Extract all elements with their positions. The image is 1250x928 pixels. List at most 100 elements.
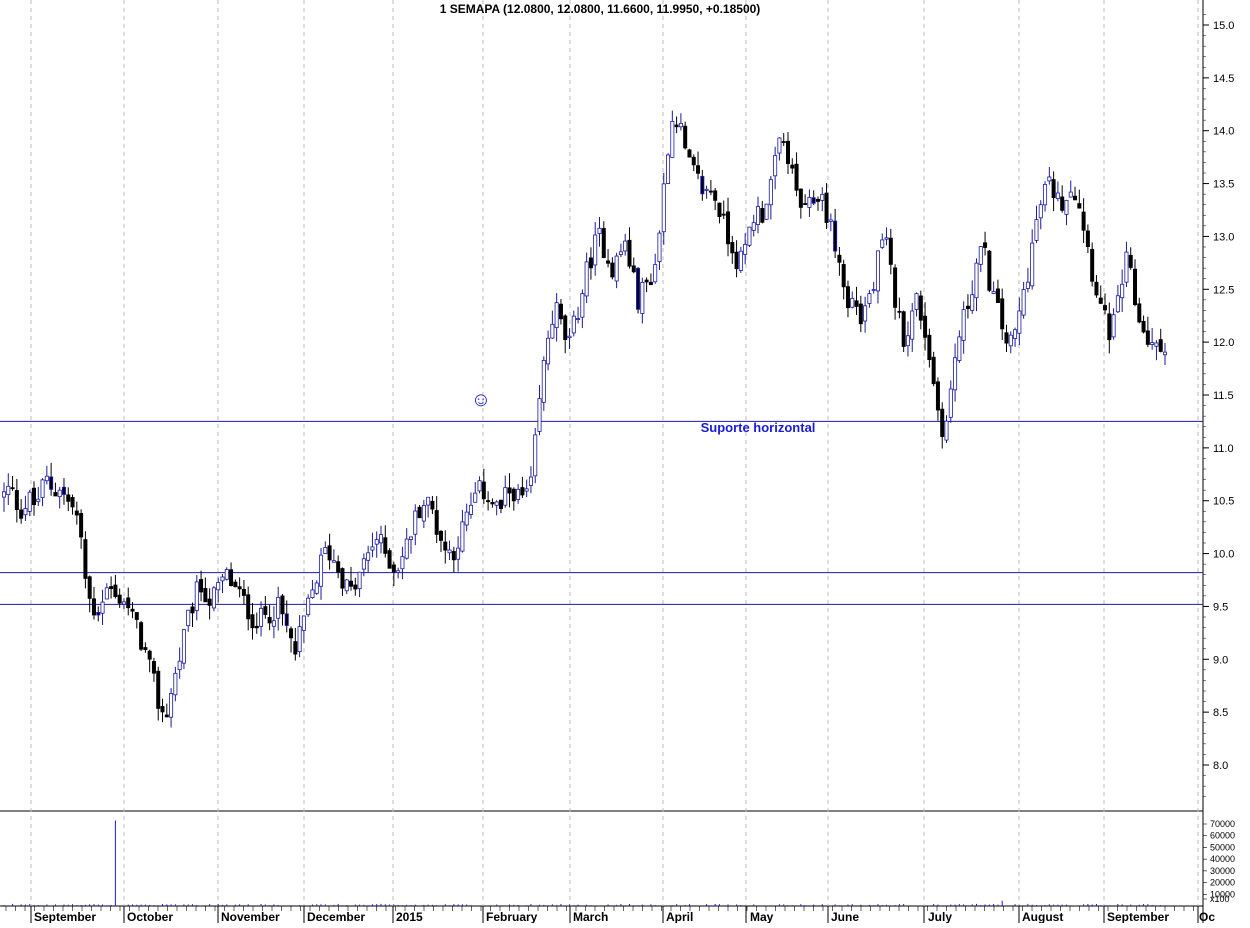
candle-body xyxy=(186,609,191,627)
candle-body xyxy=(336,561,341,573)
candle-body xyxy=(704,188,709,191)
candle-body xyxy=(289,628,294,639)
candle-body xyxy=(524,488,529,492)
candle-body xyxy=(1030,242,1035,287)
candle-body xyxy=(768,179,773,206)
candle-body xyxy=(297,626,302,653)
price-tick-label: 10.5 xyxy=(1213,496,1234,508)
candle-body xyxy=(623,240,628,252)
candle-body xyxy=(117,594,122,604)
candle-body xyxy=(344,579,349,592)
candle-body xyxy=(473,492,478,503)
candle-body xyxy=(751,222,756,231)
candle-body xyxy=(884,237,889,240)
candle-body xyxy=(734,251,739,270)
candle-body xyxy=(451,551,456,561)
month-axis: September October November December 2015 Febr… xyxy=(5,906,1215,924)
price-tick-label: 11.0 xyxy=(1213,443,1234,455)
candle-body xyxy=(1115,295,1120,313)
candle-body xyxy=(914,293,919,310)
candle-body xyxy=(910,310,915,340)
month-label: August xyxy=(1022,910,1063,923)
candle-body xyxy=(858,303,863,325)
candle-body xyxy=(1051,179,1056,199)
candle-body xyxy=(169,693,174,718)
price-tick-label: 9.5 xyxy=(1213,601,1228,613)
month-label: July xyxy=(928,910,952,923)
candle-body xyxy=(259,607,264,627)
candle-body xyxy=(486,500,491,503)
candle-body xyxy=(511,488,516,502)
candle-body xyxy=(580,293,585,318)
candle-body xyxy=(70,497,75,508)
candle-body xyxy=(100,601,105,614)
candle-body xyxy=(747,226,752,246)
candle-body xyxy=(584,261,589,297)
candle-body xyxy=(1103,305,1108,311)
candle-body xyxy=(888,237,893,265)
candle-body xyxy=(1085,230,1090,247)
candle-body xyxy=(974,262,979,299)
price-tick-label: 8.5 xyxy=(1213,707,1228,719)
candle-body xyxy=(558,303,563,320)
candle-body xyxy=(164,714,169,718)
candle-body xyxy=(391,564,396,573)
candle-body xyxy=(1073,195,1078,201)
candle-body xyxy=(644,279,649,283)
candle-body xyxy=(134,612,139,620)
candle-body xyxy=(447,549,452,554)
candle-body xyxy=(421,504,426,522)
candle-body xyxy=(661,183,666,233)
candle-body xyxy=(756,206,761,225)
candle-body xyxy=(708,190,713,193)
candle-body xyxy=(970,294,975,311)
candle-body xyxy=(1055,192,1060,199)
price-tick-label: 12.0 xyxy=(1213,337,1234,349)
candle-body xyxy=(74,510,79,516)
candle-body xyxy=(1111,314,1116,338)
candle-body xyxy=(854,300,859,307)
candle-body xyxy=(220,576,225,582)
volume-tick-label: 20000 xyxy=(1210,878,1235,888)
candle-body xyxy=(1107,313,1112,341)
candle-body xyxy=(408,536,413,540)
candle-body xyxy=(674,124,679,128)
candle-body xyxy=(1047,176,1052,182)
candle-body xyxy=(40,479,45,498)
candle-body xyxy=(404,538,409,559)
candle-body xyxy=(631,265,636,273)
candle-body xyxy=(995,288,1000,303)
candle-body xyxy=(1004,332,1009,344)
candle-body xyxy=(588,257,593,269)
candle-body xyxy=(1120,283,1125,299)
candle-body xyxy=(319,554,324,587)
candle-body xyxy=(113,584,118,597)
price-axis: 15.0 14.5 14.0 13.5 13.0 12.5 12.0 11.5 11.0 10.5… xyxy=(1203,14,1234,797)
candle-body xyxy=(918,295,923,321)
candle-body xyxy=(893,267,898,308)
candle-body xyxy=(927,334,932,361)
candle-body xyxy=(520,487,525,496)
price-tick-label: 13.0 xyxy=(1213,231,1234,243)
candle-body xyxy=(130,608,135,612)
candle-body xyxy=(905,335,910,347)
candle-body xyxy=(507,487,512,494)
candle-body xyxy=(764,203,769,220)
candle-body xyxy=(721,213,726,216)
candle-body xyxy=(940,408,945,437)
candle-body xyxy=(57,489,62,498)
candle-body xyxy=(987,250,992,291)
candle-body xyxy=(254,625,259,629)
candle-body xyxy=(794,163,799,191)
candle-body xyxy=(199,579,204,593)
vertical-gridlines xyxy=(30,0,1199,906)
candle-body xyxy=(726,211,731,245)
candle-body xyxy=(563,315,568,341)
candle-body xyxy=(104,587,109,600)
candle-body xyxy=(27,491,32,512)
candle-body xyxy=(1068,191,1073,198)
candle-body xyxy=(683,125,688,149)
candle-body xyxy=(438,530,443,541)
candle-body xyxy=(374,539,379,545)
